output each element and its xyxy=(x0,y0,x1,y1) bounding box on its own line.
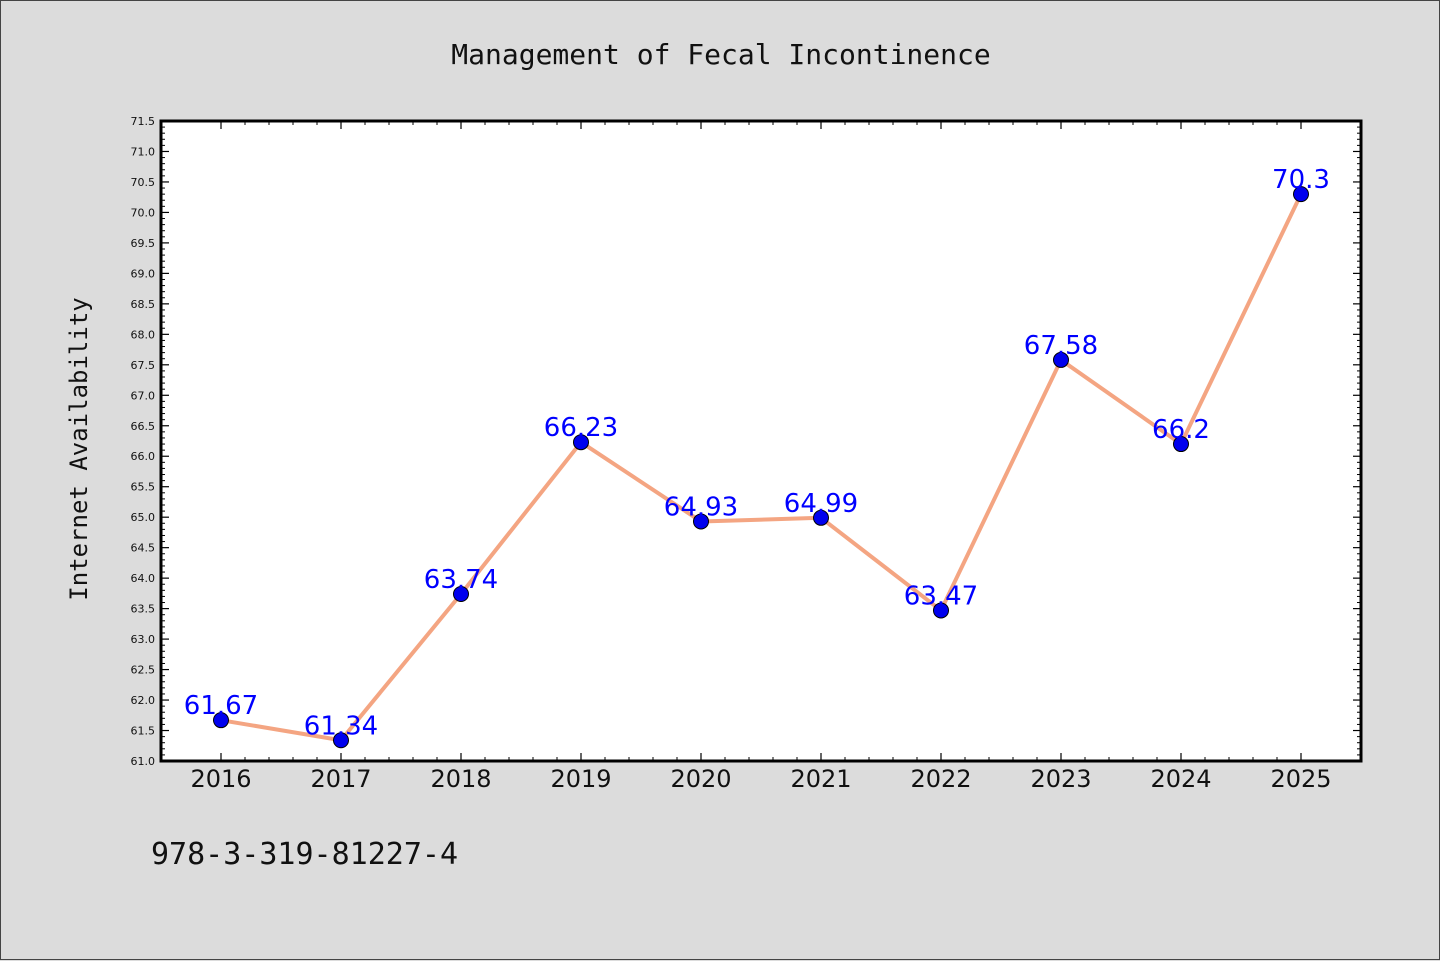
y-tick-label: 71.5 xyxy=(131,115,156,128)
y-tick-label: 62.0 xyxy=(131,694,156,707)
data-point xyxy=(453,585,469,602)
x-tick-label: 2024 xyxy=(1150,765,1211,793)
y-tick-label: 63.5 xyxy=(131,603,156,616)
y-axis-ticks: 61.0 61.5 62.0 62.5 63.0 63.5 64.0 64.5 65.0 65.5… xyxy=(131,115,1361,768)
chart-title: Management of Fecal Incontinence xyxy=(451,38,990,71)
data-point xyxy=(333,732,349,749)
y-tick-label: 65.0 xyxy=(131,511,156,524)
data-label: 70.3 xyxy=(1272,165,1330,195)
x-axis-ticks: 2016 2017 2018 2019 2020 2021 2022 2023 2024 2025 xyxy=(190,121,1332,793)
data-label: 63.74 xyxy=(424,565,498,595)
y-tick-label: 68.0 xyxy=(131,328,156,341)
x-tick-label: 2017 xyxy=(310,765,371,793)
y-tick-label: 66.0 xyxy=(131,450,156,463)
data-series xyxy=(213,186,1309,749)
x-tick-label: 2020 xyxy=(670,765,731,793)
x-tick-label: 2021 xyxy=(790,765,851,793)
data-point xyxy=(693,513,709,530)
data-point xyxy=(573,434,589,451)
data-labels: 61.67 61.34 63.74 66.23 64.93 64.99 63.47 67.58… xyxy=(184,165,1330,741)
data-label: 61.67 xyxy=(184,691,258,721)
y-tick-label: 65.5 xyxy=(131,481,156,494)
x-tick-label: 2022 xyxy=(910,765,971,793)
data-label: 64.99 xyxy=(784,489,858,519)
y-tick-label: 63.0 xyxy=(131,633,156,646)
y-tick-label: 61.5 xyxy=(131,725,156,738)
y-tick-label: 70.0 xyxy=(131,206,156,219)
x-tick-label: 2018 xyxy=(430,765,491,793)
data-label: 67.58 xyxy=(1024,331,1098,361)
y-tick-label: 61.0 xyxy=(131,755,156,768)
data-point xyxy=(1173,436,1189,453)
data-point xyxy=(1293,186,1309,203)
data-label: 66.2 xyxy=(1152,415,1210,445)
data-point xyxy=(213,712,229,729)
data-point xyxy=(1053,351,1069,368)
y-tick-label: 70.5 xyxy=(131,176,156,189)
data-point xyxy=(933,602,949,619)
y-tick-label: 68.5 xyxy=(131,298,156,311)
y-tick-label: 62.5 xyxy=(131,664,156,677)
y-tick-label: 71.0 xyxy=(131,145,156,158)
data-label: 61.34 xyxy=(304,711,378,741)
data-label: 63.47 xyxy=(904,581,978,611)
x-tick-label: 2023 xyxy=(1030,765,1091,793)
y-axis-label: Internet Availability xyxy=(65,297,93,600)
data-label: 66.23 xyxy=(544,413,618,443)
y-tick-label: 67.5 xyxy=(131,359,156,372)
y-tick-label: 64.0 xyxy=(131,572,156,585)
data-point xyxy=(813,509,829,526)
x-tick-label: 2019 xyxy=(550,765,611,793)
y-tick-label: 69.0 xyxy=(131,267,156,280)
footer-code: 978-3-319-81227-4 xyxy=(151,837,459,872)
y-tick-label: 69.5 xyxy=(131,237,156,250)
plot-area xyxy=(159,119,1363,763)
x-tick-label: 2016 xyxy=(190,765,251,793)
series-line xyxy=(219,192,1303,743)
y-tick-label: 66.5 xyxy=(131,420,156,433)
x-tick-label: 2025 xyxy=(1270,765,1331,793)
y-tick-label: 64.5 xyxy=(131,542,156,555)
data-label: 64.93 xyxy=(664,492,738,522)
y-tick-label: 67.0 xyxy=(131,389,156,402)
